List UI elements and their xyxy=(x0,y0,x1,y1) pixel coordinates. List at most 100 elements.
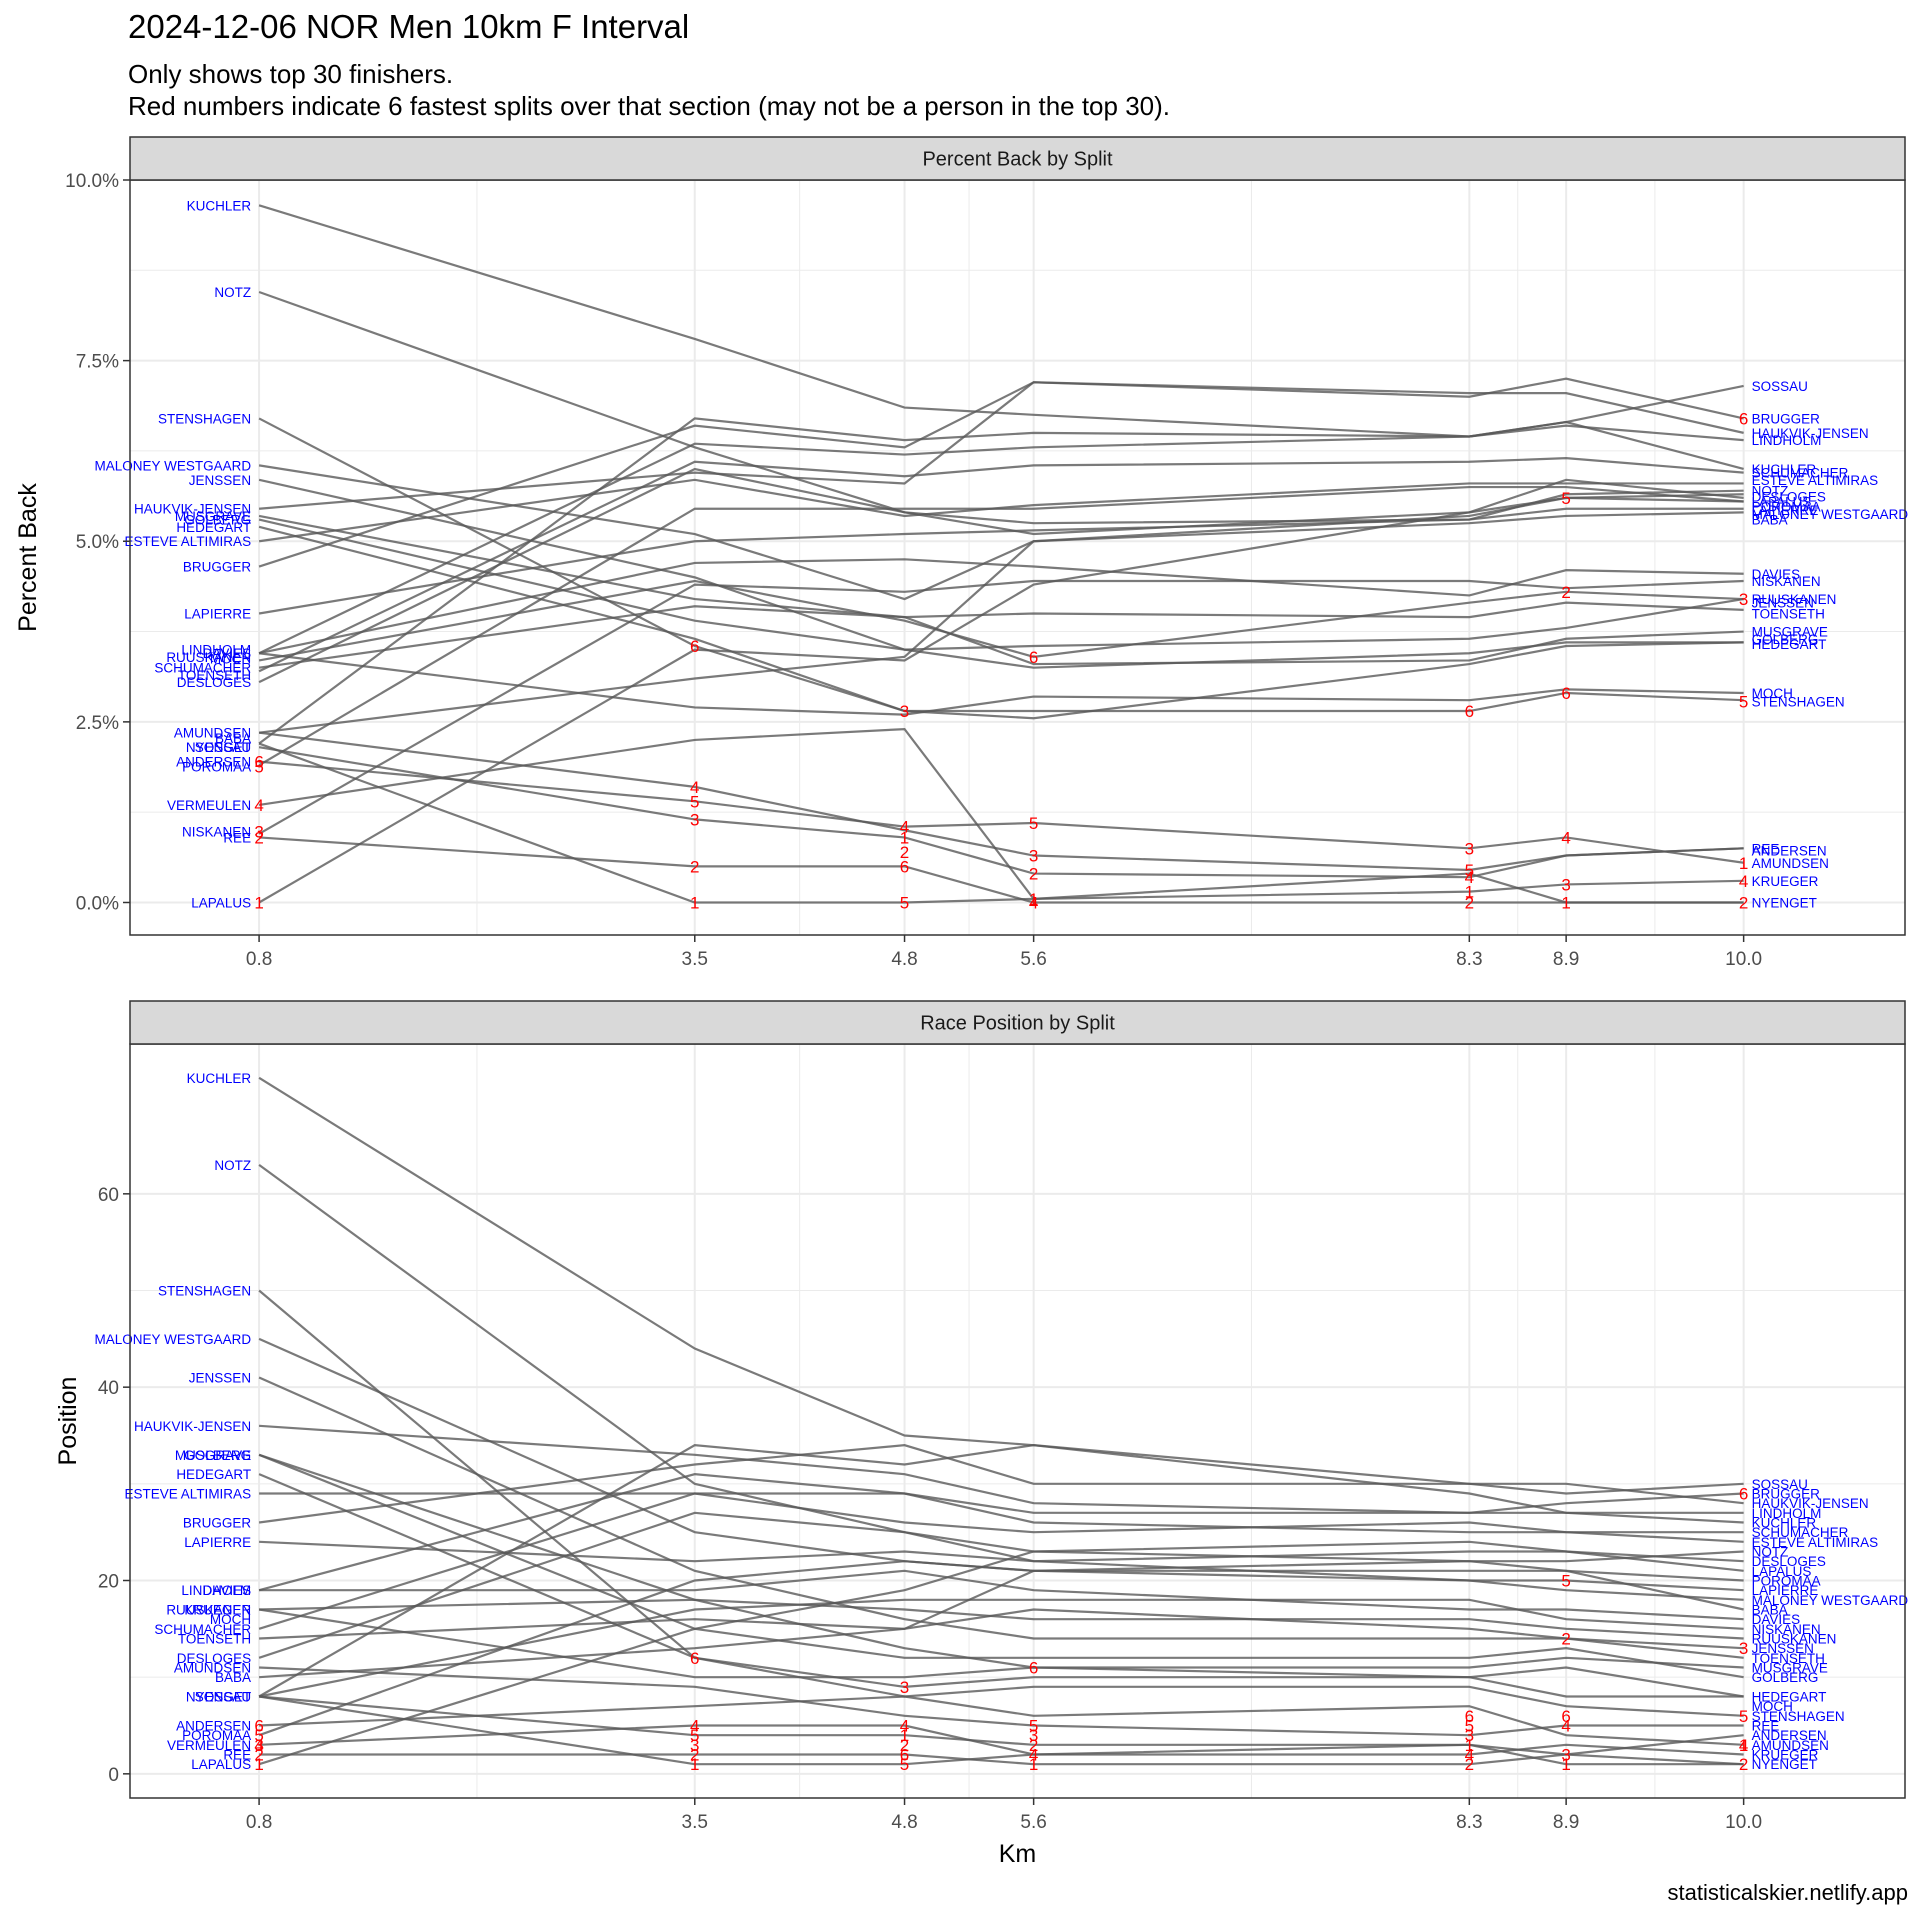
fast-split-rank: 3 xyxy=(1739,1639,1748,1658)
start-label: MALONEY WESTGAARD xyxy=(95,1332,252,1347)
finish-label: KRUEGER xyxy=(1752,874,1819,889)
start-label: HAUKVIK-JENSEN xyxy=(134,502,251,517)
subtitle-line-1: Only shows top 30 finishers. xyxy=(128,59,454,89)
x-tick-label: 5.6 xyxy=(1020,949,1046,970)
start-label: LAPIERRE xyxy=(184,1535,251,1550)
fast-split-rank: 5 xyxy=(1029,814,1038,833)
y-tick-label: 5.0% xyxy=(76,532,119,553)
start-label: BABA xyxy=(215,1670,251,1685)
fast-split-rank: 5 xyxy=(690,1726,699,1745)
series-line-toenseth xyxy=(258,601,1744,669)
fast-split-rank: 1 xyxy=(1029,890,1038,909)
start-label: GOLBERG xyxy=(184,513,251,528)
fast-split-rank: 2 xyxy=(690,1746,699,1765)
start-label: JENSSEN xyxy=(189,473,251,488)
series-line-lapierre xyxy=(258,507,1744,615)
finish-label: DESLOGES xyxy=(1752,489,1826,504)
fast-split-rank: 1 xyxy=(1739,1736,1748,1755)
series-line-schumacher xyxy=(258,457,1744,673)
series-line-lindholm xyxy=(258,424,1744,655)
fast-split-rank: 6 xyxy=(1029,648,1038,667)
series-line-jenssen xyxy=(258,478,1744,651)
x-tick-label: 3.5 xyxy=(682,949,708,970)
finish-label: HAUKVIK-JENSEN xyxy=(1752,1496,1869,1511)
series-line-baba xyxy=(259,1560,1744,1679)
series-line-lapalus xyxy=(258,478,1744,904)
finish-label: ANDERSEN xyxy=(1752,1728,1827,1743)
start-label: MUSGRAVE xyxy=(175,509,251,524)
fast-split-rank: 2 xyxy=(1561,583,1570,602)
start-label: MUSGRAVE xyxy=(175,1448,251,1463)
fast-split-rank: 6 xyxy=(254,1717,263,1736)
fast-split-rank: 5 xyxy=(254,758,263,777)
source-caption: statisticalskier.netlify.app xyxy=(1667,1880,1908,1905)
fast-split-rank: 2 xyxy=(900,843,909,862)
subtitle-line-2: Red numbers indicate 6 fastest splits ov… xyxy=(128,91,1171,121)
fast-split-rank: 4 xyxy=(900,818,909,837)
series-line-haukvik-jensen xyxy=(259,381,1744,510)
finish-label: NOTZ xyxy=(1752,484,1789,499)
finish-label: REE xyxy=(1752,841,1780,856)
fast-split-rank: 3 xyxy=(1465,839,1474,858)
finish-label: DESLOGES xyxy=(1752,1554,1826,1569)
fast-split-rank: 6 xyxy=(690,637,699,656)
finish-label: AMUNDSEN xyxy=(1752,856,1829,871)
start-label: LAPALUS xyxy=(191,1757,251,1772)
start-label: KUCHLER xyxy=(187,198,252,213)
series-line-notz xyxy=(258,290,1744,525)
fast-split-rank: 4 xyxy=(690,778,699,797)
finish-label: POROMAA xyxy=(1752,500,1821,515)
fast-split-rank: 6 xyxy=(900,1746,909,1765)
panel-race-position: KUCHLER NOTZ STENSHAGEN MALONEY WESTGAARD JE… xyxy=(54,1000,1908,1868)
finish-label: MOCH xyxy=(1752,1699,1793,1714)
fast-split-rank: 2 xyxy=(1029,1736,1038,1755)
fast-split-rank: 5 xyxy=(1465,1717,1474,1736)
series-line-stenshagen xyxy=(258,1289,1744,1717)
start-label: STENSHAGEN xyxy=(158,1284,251,1299)
x-tick-label: 4.8 xyxy=(891,1812,917,1833)
fast-split-rank: 4 xyxy=(1029,1746,1038,1765)
x-tick-label: 8.9 xyxy=(1553,1812,1579,1833)
chart-title: 2024-12-06 NOR Men 10km F Interval xyxy=(128,8,690,45)
finish-label: SOSSAU xyxy=(1752,379,1808,394)
fast-split-rank: 1 xyxy=(254,893,263,912)
fast-split-rank: 5 xyxy=(900,893,909,912)
series-line-nyenget xyxy=(258,746,1744,879)
fast-split-rank: 3 xyxy=(1561,875,1570,894)
fast-split-rank: 4 xyxy=(1561,1717,1570,1736)
x-tick-label: 5.6 xyxy=(1020,1812,1046,1833)
fast-split-rank: 2 xyxy=(1739,893,1748,912)
finish-label: ESTEVE ALTIMIRAS xyxy=(1752,473,1879,488)
fast-split-rank: 2 xyxy=(254,828,263,847)
series-line-ruuskanen xyxy=(258,579,1744,662)
finish-label: BRUGGER xyxy=(1752,1487,1821,1502)
fast-split-rank: 5 xyxy=(1739,693,1748,712)
series-line-davies xyxy=(259,1569,1744,1621)
start-label: VERMEULEN xyxy=(167,1738,251,1753)
fast-split-rank: 2 xyxy=(690,857,699,876)
fast-split-rank: 2 xyxy=(900,1736,909,1755)
start-label: BRUGGER xyxy=(183,560,252,575)
series-line-andersen xyxy=(258,760,1744,864)
start-label: LINDHOLM xyxy=(181,1583,251,1598)
y-tick-label: 20 xyxy=(98,1572,119,1593)
finish-label: KUCHLER xyxy=(1752,1516,1817,1531)
fast-split-rank: 3 xyxy=(254,823,263,842)
start-label: NOTZ xyxy=(214,285,251,300)
finish-label: MUSGRAVE xyxy=(1752,1661,1828,1676)
fast-split-rank: 1 xyxy=(1739,854,1748,873)
finish-label: RUUSKANEN xyxy=(1752,1632,1837,1647)
start-label: REE xyxy=(223,1748,251,1763)
x-tick-label: 8.3 xyxy=(1456,949,1482,970)
fast-split-rank: 2 xyxy=(254,1746,263,1765)
finish-label: LINDHOLM xyxy=(1752,1506,1822,1521)
series-line-toenseth xyxy=(259,1608,1744,1659)
series-line-esteve-altimiras xyxy=(259,1492,1744,1543)
start-label: AMUNDSEN xyxy=(174,1661,251,1676)
series-line-poromaa xyxy=(258,485,1744,767)
finish-label: REE xyxy=(1752,1719,1780,1734)
fast-split-rank: 4 xyxy=(1465,868,1474,887)
series-line-esteve-altimiras xyxy=(258,478,1744,543)
start-label: DESLOGES xyxy=(177,675,251,690)
